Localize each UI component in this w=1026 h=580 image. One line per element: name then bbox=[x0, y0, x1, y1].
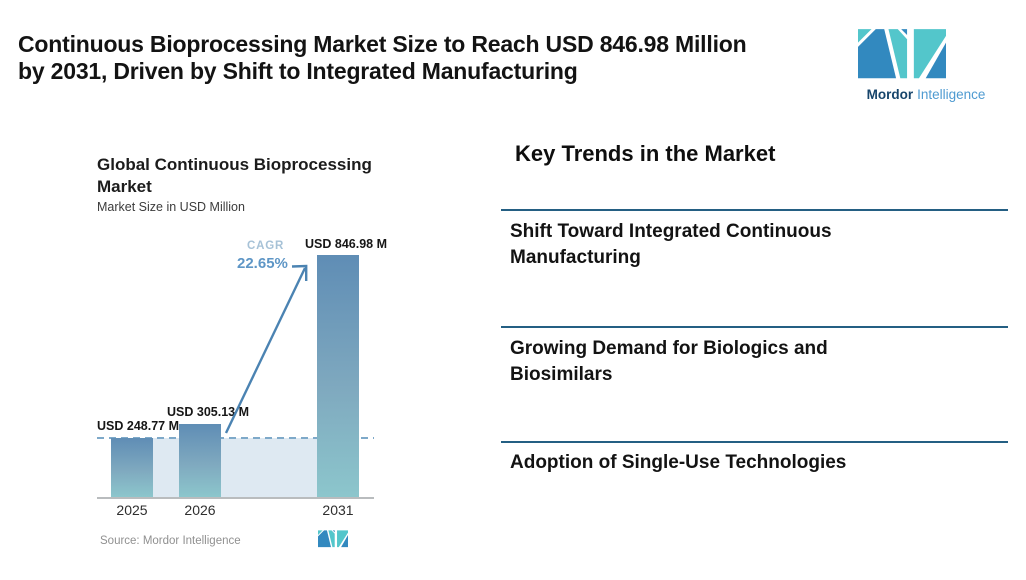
brand-name-bold: Mordor bbox=[866, 87, 914, 102]
cagr-value: 22.65% bbox=[237, 255, 288, 272]
trends-heading: Key Trends in the Market bbox=[515, 141, 776, 166]
trend-divider-1 bbox=[501, 209, 1008, 211]
chart-subtitle: Market Size in USD Million bbox=[97, 200, 245, 214]
chart-title: Global Continuous Bioprocessing Market bbox=[97, 155, 372, 196]
year-label-2026: 2026 bbox=[184, 502, 216, 518]
trend-item-3: Adoption of Single-Use Technologies bbox=[510, 452, 847, 473]
trend-divider-2 bbox=[501, 326, 1008, 328]
brand-wordmark: Mordor Intelligence bbox=[846, 87, 1006, 102]
bar-2031 bbox=[317, 255, 359, 497]
bar-value-label-2025: USD 248.77 M bbox=[97, 419, 179, 433]
brand-name-light: Intelligence bbox=[917, 87, 986, 102]
mordor-intelligence-logo-icon bbox=[858, 29, 946, 79]
axis-baseline bbox=[97, 497, 374, 499]
page-title-line-2: by 2031, Driven by Shift to Integrated M… bbox=[18, 58, 578, 84]
bar-2025 bbox=[111, 438, 153, 497]
bar-2026 bbox=[179, 424, 221, 497]
bar-value-label-2031: USD 846.98 M bbox=[305, 237, 387, 251]
page-title-line-1: Continuous Bioprocessing Market Size to … bbox=[18, 31, 747, 57]
page-title: Continuous Bioprocessing Market Size to … bbox=[18, 31, 858, 85]
trend-item-1: Shift Toward Integrated Continuous Manuf… bbox=[510, 221, 832, 268]
year-label-2025: 2025 bbox=[116, 502, 148, 518]
cagr-label: CAGR bbox=[247, 240, 285, 252]
dashed-threshold-line bbox=[97, 437, 374, 439]
bar-value-label-2026: USD 305.13 M bbox=[167, 405, 249, 419]
trend-divider-3 bbox=[501, 441, 1008, 443]
year-label-2031: 2031 bbox=[322, 502, 354, 518]
mini-logo-icon bbox=[318, 530, 348, 548]
highlight-area bbox=[153, 438, 318, 497]
trend-item-2: Growing Demand for Biologics and Biosimi… bbox=[510, 338, 828, 385]
source-caption: Source: Mordor Intelligence bbox=[100, 535, 241, 547]
